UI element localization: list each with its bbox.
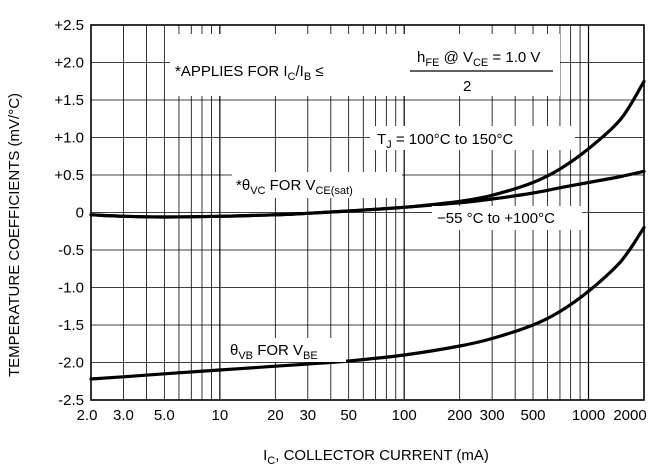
x-tick-label: 2.0 bbox=[77, 407, 98, 424]
x-tick-label: 50 bbox=[340, 407, 357, 424]
y-tick-label: -0.5 bbox=[58, 242, 84, 259]
x-tick-label: 300 bbox=[480, 407, 505, 424]
x-tick-label: 1000 bbox=[572, 407, 605, 424]
x-tick-label: 500 bbox=[521, 407, 546, 424]
range-label: −55 °C to +100°C bbox=[437, 210, 555, 227]
tj-label: TJ = 100°C to 150°C bbox=[377, 131, 513, 151]
range-label-background bbox=[432, 206, 582, 230]
applies-label: *APPLIES FOR IC/IB ≤ bbox=[175, 63, 324, 83]
annotations: *APPLIES FOR IC/IB ≤ hFE @ VCE = 1.0 V 2… bbox=[170, 34, 582, 362]
tj-label-background bbox=[370, 126, 575, 150]
x-tick-label: 100 bbox=[392, 407, 417, 424]
theta-vb-label: θVB FOR VBE bbox=[230, 342, 318, 362]
curve-theta-vb bbox=[89, 225, 646, 381]
fraction-denominator: 2 bbox=[463, 78, 471, 95]
plot-frame bbox=[90, 24, 645, 401]
x-tick-label: 5.0 bbox=[154, 407, 175, 424]
y-axis-title: TEMPERATURE COEFFICIENTS (mV/°C) bbox=[6, 93, 23, 377]
y-tick-label: +2.5 bbox=[54, 17, 84, 34]
y-tick-label: -1.0 bbox=[58, 280, 84, 297]
x-tick-label: 10 bbox=[211, 407, 228, 424]
x-tick-label: 20 bbox=[267, 407, 284, 424]
tick-labels: +2.5 +2.0 +1.5 +1.0 +0.5 0 -0.5 -1.0 -1.5 -2.0 -2.… bbox=[54, 17, 646, 424]
y-tick-label: +1.5 bbox=[54, 92, 84, 109]
x-tick-label: 3.0 bbox=[113, 407, 134, 424]
y-tick-label: -1.5 bbox=[58, 317, 84, 334]
curves bbox=[89, 79, 646, 381]
y-tick-label: 0 bbox=[76, 205, 84, 222]
theta-vb-label-background bbox=[226, 338, 346, 362]
y-tick-label: +2.0 bbox=[54, 55, 84, 72]
fraction-numerator: hFE @ VCE = 1.0 V bbox=[417, 49, 540, 69]
y-tick-label: +0.5 bbox=[54, 167, 84, 184]
theta-vc-label: *θVC FOR VCE(sat) bbox=[236, 177, 353, 197]
theta-vc-label-background bbox=[232, 172, 402, 198]
x-tick-label: 30 bbox=[299, 407, 316, 424]
y-tick-label: -2.5 bbox=[58, 392, 84, 409]
x-tick-label: 2000 bbox=[613, 407, 646, 424]
x-axis-title: IC, COLLECTOR CURRENT (mA) bbox=[263, 447, 489, 467]
y-tick-label: -2.0 bbox=[58, 355, 84, 372]
y-tick-label: +1.0 bbox=[54, 130, 84, 147]
x-tick-label: 200 bbox=[447, 407, 472, 424]
applies-label-background bbox=[170, 34, 560, 96]
curve-55-to-100 bbox=[89, 169, 646, 219]
